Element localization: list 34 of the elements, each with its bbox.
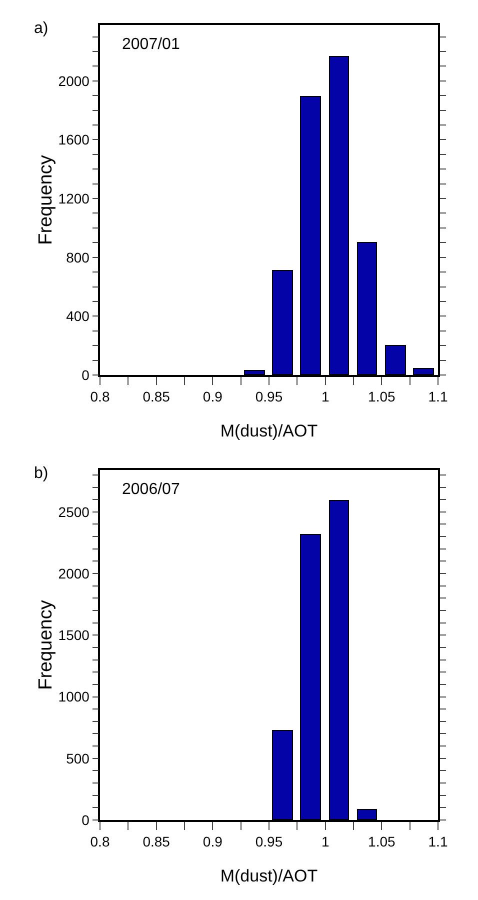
x-tick-label: 1.05 xyxy=(368,834,396,850)
x-tick-label: 1 xyxy=(321,834,330,850)
x-tick-label: 0.8 xyxy=(90,834,110,850)
y-tick-label: 1000 xyxy=(58,688,90,705)
x-axis-title: M(dust)/AOT xyxy=(220,866,318,886)
x-axis-title: M(dust)/AOT xyxy=(220,422,318,440)
y-tick-label: 400 xyxy=(66,308,90,324)
x-tick-label: 0.95 xyxy=(255,388,283,405)
text: a) xyxy=(34,20,48,37)
x-tick-label: 0.95 xyxy=(255,834,283,850)
y-axis-title: Frequency xyxy=(35,154,56,245)
x-tick-label: 0.9 xyxy=(202,388,223,405)
x-tick-label: 1 xyxy=(321,388,330,405)
y-axis-title: Frequency xyxy=(35,600,56,690)
x-tick-label: 1.1 xyxy=(428,388,448,405)
y-tick-label: 0 xyxy=(82,366,90,383)
y-tick-label: 2000 xyxy=(58,72,90,89)
y-tick-label: 0 xyxy=(82,812,90,828)
x-tick-label: 1.05 xyxy=(368,388,396,405)
y-tick-label: 2500 xyxy=(58,504,90,520)
text: b) xyxy=(34,465,48,482)
x-tick-label: 0.85 xyxy=(142,388,170,405)
annotation: 2007/01 xyxy=(122,36,180,53)
x-tick-label: 0.8 xyxy=(90,388,110,405)
x-tick-label: 0.9 xyxy=(202,834,223,850)
y-tick-label: 2000 xyxy=(58,565,90,582)
x-tick-label: 0.85 xyxy=(142,834,170,850)
x-tick-label: 1.1 xyxy=(428,834,448,850)
y-tick-label: 500 xyxy=(66,750,90,766)
y-tick-label: 1200 xyxy=(58,190,90,206)
y-tick-label: 1500 xyxy=(58,627,90,644)
y-tick-label: 1600 xyxy=(58,132,90,148)
y-tick-label: 800 xyxy=(66,249,90,266)
annotation: 2006/07 xyxy=(122,481,180,498)
